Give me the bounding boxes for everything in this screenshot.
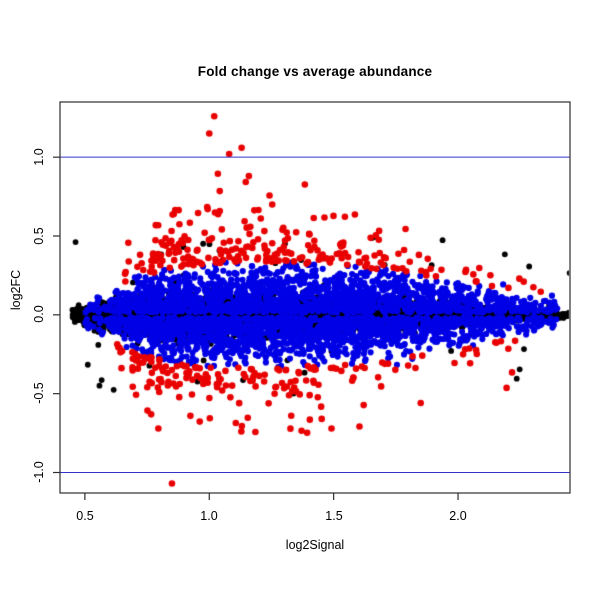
y-tick-label-3: 0.5 — [32, 227, 46, 245]
x-tick-label-0: 0.5 — [76, 509, 94, 523]
x-tick-label-3: 2.0 — [449, 509, 467, 523]
x-tick-label-2: 1.5 — [325, 509, 343, 523]
y-tick-label-1: -0.5 — [32, 382, 46, 404]
y-tick-label-4: 1.0 — [32, 148, 46, 166]
y-axis-label: log2FC — [9, 269, 23, 311]
y-tick-label-2: 0.0 — [32, 305, 46, 323]
x-axis-label: log2Signal — [285, 538, 345, 552]
x-tick-label-1: 1.0 — [200, 509, 218, 523]
y-tick-label-0: -1.0 — [32, 461, 46, 483]
